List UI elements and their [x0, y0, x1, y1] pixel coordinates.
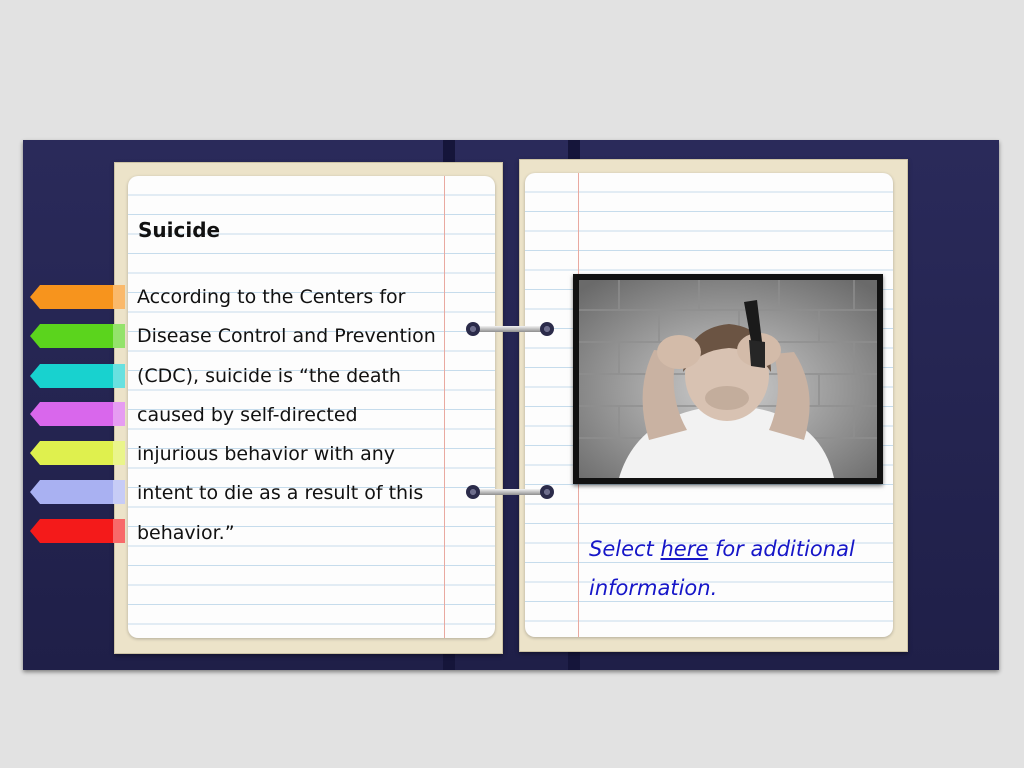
page-title: Suicide: [138, 218, 221, 242]
tab-cyan[interactable]: [30, 364, 125, 388]
tab-lavender[interactable]: [30, 480, 125, 504]
tab-magenta[interactable]: [30, 402, 125, 426]
tab-green[interactable]: [30, 324, 125, 348]
photo-frame: [573, 274, 883, 484]
binder-ring-top: [466, 322, 554, 336]
link-suffix: for additional information.: [589, 537, 855, 600]
link-prefix: Select: [589, 537, 661, 561]
here-link[interactable]: here: [660, 537, 709, 561]
tab-yellow[interactable]: [30, 441, 125, 465]
left-page-margin-line: [444, 176, 445, 638]
additional-info-text: Select here for additional information.: [589, 530, 869, 607]
binder-ring-bottom: [466, 485, 554, 499]
tab-red[interactable]: [30, 519, 125, 543]
tab-orange[interactable]: [30, 285, 125, 309]
photo-of-distressed-teen-holding-gun-icon: [579, 280, 877, 478]
left-page-paper: [128, 176, 495, 638]
definition-paragraph: According to the Centers for Disease Con…: [137, 286, 436, 544]
